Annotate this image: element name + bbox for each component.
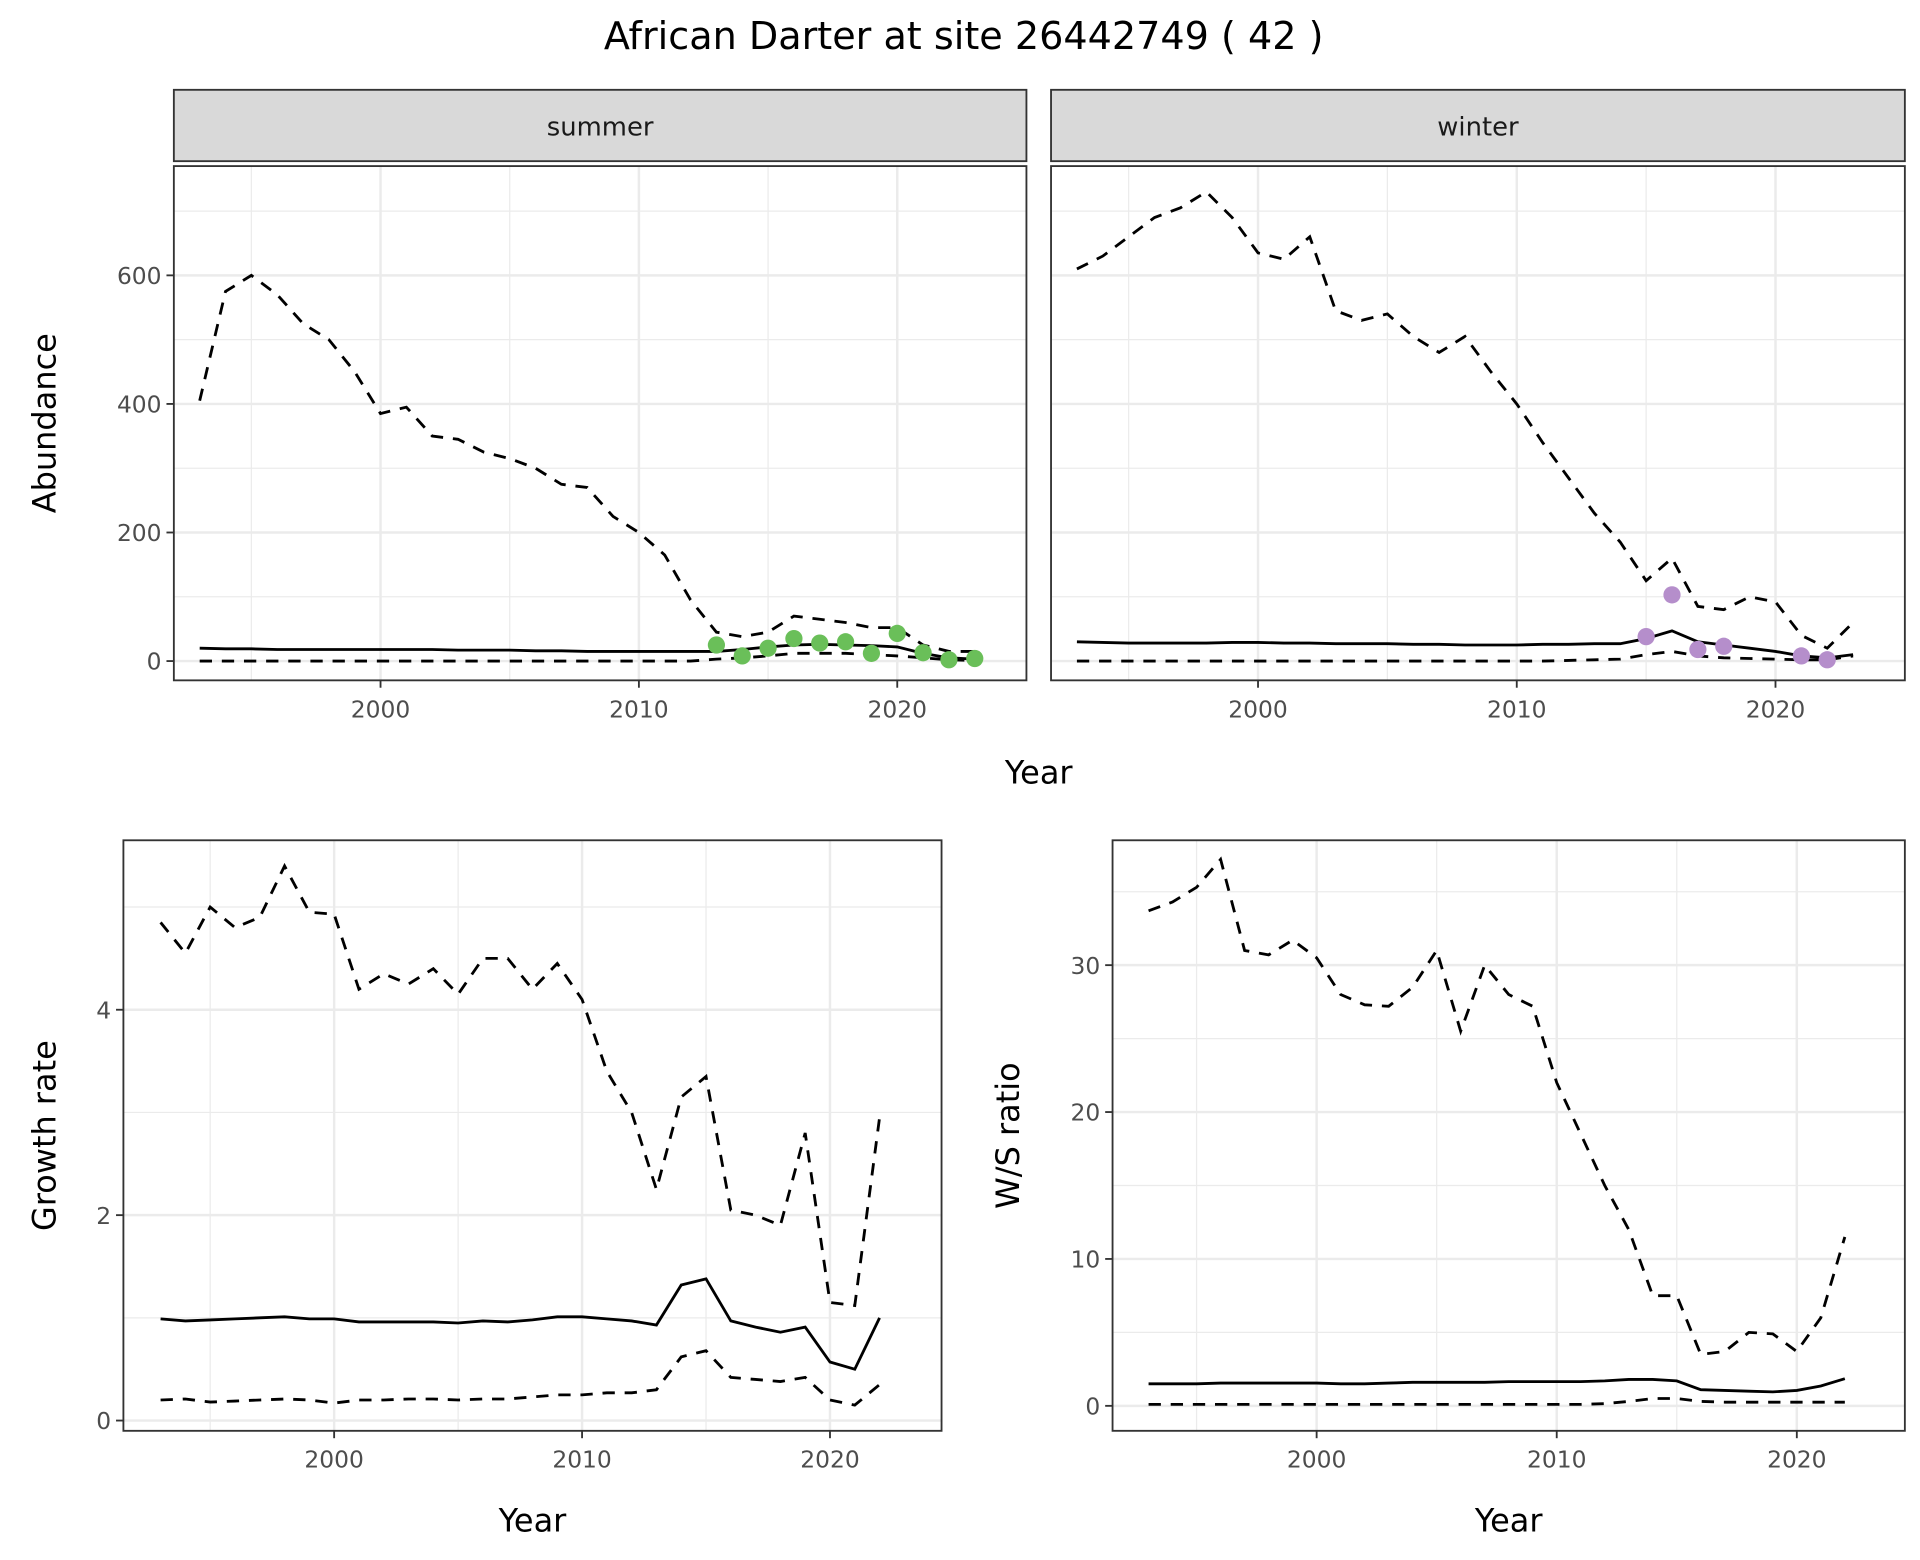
x-axis-title: Year: [1474, 1502, 1544, 1540]
y-tick-label: 200: [117, 519, 162, 547]
observed-point: [1689, 640, 1707, 659]
panel-border: [172, 165, 1028, 682]
x-tick-label: 2010: [609, 695, 668, 723]
x-tick-label: 2010: [552, 1446, 611, 1474]
lower-bound-line: [1076, 649, 1854, 663]
panel-growth-rate: 2000 2010 2020 0 2 4 Growth rate Year: [26, 839, 943, 1540]
panel-ws-ratio: 2000 2010 2020 0 10 20 30 W/S ratio Year: [989, 839, 1906, 1540]
y-tick-label: 600: [117, 262, 162, 290]
y-tick-label: 0: [1085, 1392, 1100, 1420]
panel-background: [173, 166, 1027, 681]
observed-point: [940, 651, 958, 669]
observed-point: [811, 634, 829, 652]
y-tick-label: 4: [96, 996, 111, 1024]
x-tick-label: 2000: [1228, 695, 1287, 723]
y-axis-title: Growth rate: [26, 1040, 64, 1231]
observed-point: [914, 644, 932, 662]
x-tick-label: 2020: [868, 695, 927, 723]
facet-strip: [172, 88, 1028, 163]
x-tick-label: 2000: [1287, 1446, 1346, 1474]
x-tick-label: 2000: [304, 1446, 363, 1474]
observed-point: [1818, 651, 1836, 669]
y-tick-label: 10: [1071, 1246, 1101, 1274]
observed-point: [836, 633, 855, 651]
mean-line: [160, 1277, 881, 1371]
panel-border: [1111, 839, 1906, 1432]
panel-background: [1051, 166, 1905, 681]
panel-background: [1112, 840, 1905, 1431]
y-tick-label: 0: [147, 648, 162, 676]
lower-bound-line: [1148, 1397, 1845, 1406]
y-tick-label: 2: [96, 1202, 111, 1230]
mean-line: [1148, 1377, 1846, 1394]
upper-bound-line: [1076, 190, 1855, 650]
y-axis-title: Abundance: [26, 333, 64, 513]
x-tick-label: 2020: [1767, 1446, 1826, 1474]
y-tick-label: 0: [96, 1407, 111, 1435]
panel-background: [123, 840, 942, 1431]
x-tick-label: 2000: [351, 695, 410, 723]
observed-point: [759, 639, 777, 657]
y-tick-label: 20: [1071, 1099, 1101, 1127]
upper-bound-line: [1148, 856, 1847, 1356]
observed-point: [733, 647, 751, 665]
facet-strip-label: winter: [1437, 112, 1519, 142]
x-tick-label: 2010: [1527, 1446, 1586, 1474]
x-axis-title: Year: [1004, 754, 1074, 792]
observed-point: [785, 629, 803, 648]
y-axis-title: W/S ratio: [989, 1062, 1027, 1209]
y-tick-label: 400: [117, 391, 162, 419]
observed-point: [888, 624, 906, 643]
y-tick-label: 30: [1071, 952, 1101, 980]
observed-point: [707, 636, 726, 654]
lower-bound-line: [199, 651, 975, 663]
x-tick-label: 2020: [800, 1446, 859, 1474]
observed-point: [1792, 647, 1810, 665]
panel-border: [1050, 165, 1906, 682]
panel-winter: 2000 2010 2020 winter: [1050, 88, 1906, 723]
x-axis-title: Year: [498, 1502, 568, 1540]
observed-point: [966, 649, 984, 668]
facet-strip-label: summer: [547, 112, 654, 142]
chart-title: African Darter at site 26442749 ( 42 ): [604, 14, 1324, 58]
observed-point: [862, 644, 881, 662]
x-tick-label: 2020: [1746, 695, 1805, 723]
upper-bound-line: [198, 273, 975, 653]
observed-point: [1663, 586, 1681, 604]
panel-border: [122, 839, 943, 1432]
lower-bound-line: [160, 1349, 881, 1407]
observed-point: [1637, 628, 1655, 646]
panel-summer: 2000 2010 2020 0 200 400 600 summer Abundance: [26, 88, 1028, 723]
observed-point: [1715, 637, 1733, 655]
facet-strip: [1050, 88, 1906, 163]
x-tick-label: 2010: [1487, 695, 1546, 723]
